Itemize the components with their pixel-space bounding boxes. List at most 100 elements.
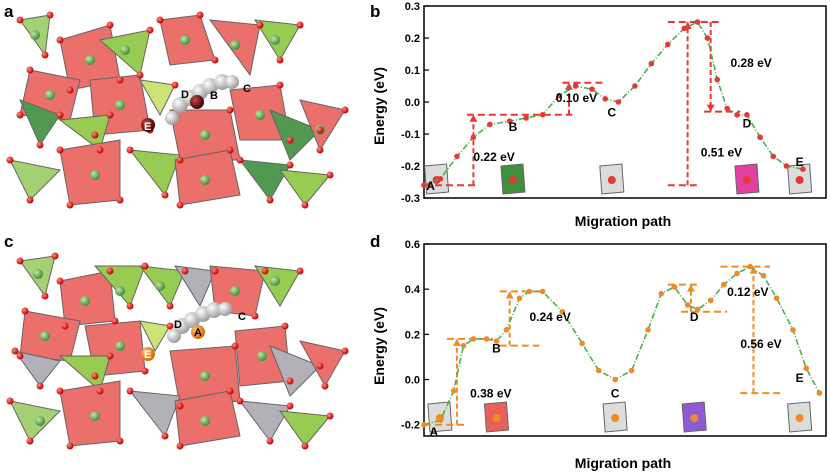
- site-label: B: [509, 120, 518, 134]
- data-point: [470, 134, 477, 140]
- data-point: [595, 367, 602, 374]
- data-point: [648, 60, 655, 67]
- data-point: [724, 105, 730, 112]
- data-point: [493, 338, 500, 344]
- data-point: [734, 112, 740, 118]
- panel-letter-d: d: [370, 232, 381, 251]
- site-label-d-a: D: [181, 89, 189, 101]
- data-point: [734, 270, 740, 277]
- site-label: A: [426, 179, 435, 193]
- data-point: [523, 115, 529, 121]
- y-tick-label: 0.2: [405, 329, 420, 341]
- site-label-c-c: C: [238, 311, 246, 323]
- data-point: [747, 263, 754, 270]
- site-ion-icon: [690, 414, 699, 422]
- site-label: C: [611, 387, 620, 401]
- y-tick-label: -0.2: [401, 161, 420, 173]
- data-point: [665, 41, 671, 48]
- data-point: [421, 421, 427, 428]
- arrow-head: [505, 291, 514, 299]
- site-ion-icon: [795, 176, 804, 184]
- y-tick-label: 0.1: [405, 65, 420, 77]
- panel-letter-c: c: [4, 232, 14, 251]
- arrow-head: [469, 114, 478, 122]
- data-point: [744, 112, 750, 118]
- x-axis-label: Migration path: [575, 455, 671, 471]
- panel-letter-b: b: [370, 2, 381, 21]
- site-label-e-a: E: [144, 121, 151, 133]
- data-point: [454, 153, 460, 160]
- site-ion-icon: [611, 414, 620, 422]
- data-point: [579, 340, 585, 347]
- data-point: [694, 19, 701, 25]
- data-point: [487, 121, 493, 128]
- site-label: D: [690, 310, 699, 324]
- data-point: [800, 166, 806, 172]
- data-point: [556, 92, 562, 99]
- barrier-annotation: 0.28 eV: [730, 56, 771, 70]
- data-point: [615, 99, 622, 105]
- energy-plot-b: Energy (eV) Migration path 0.3 0.2 0.1 0.0 -…: [371, 1, 827, 229]
- site-ion-icon: [508, 176, 517, 184]
- data-point: [437, 417, 444, 423]
- data-point: [506, 118, 513, 124]
- data-point: [470, 336, 477, 342]
- data-point: [714, 76, 721, 83]
- y-tick-label: -0.1: [401, 129, 420, 141]
- polyhedra-group: [9, 255, 346, 447]
- y-tick-label: -0.3: [401, 193, 420, 205]
- data-point: [704, 35, 711, 41]
- data-point: [707, 297, 714, 304]
- data-point: [816, 390, 823, 396]
- panel-letter-a: a: [4, 2, 14, 21]
- site-ion-icon: [607, 176, 616, 184]
- site-label: C: [607, 105, 616, 119]
- crystal-structure-c: D A C E: [6, 252, 349, 450]
- migration-path-spheres: [141, 302, 232, 361]
- data-point: [589, 86, 595, 92]
- site-label: D: [743, 117, 752, 131]
- data-point: [721, 281, 727, 288]
- data-point: [773, 295, 780, 302]
- data-point: [559, 308, 566, 315]
- arrow-head: [749, 266, 758, 274]
- oxygen-atoms: [6, 252, 349, 450]
- barrier-annotation: 0.22 eV: [473, 150, 514, 164]
- site-label-c-a: C: [243, 83, 251, 95]
- barrier-annotation: 0.10 eV: [556, 91, 597, 105]
- arrow-head: [452, 338, 461, 346]
- barrier-annotation: 0.38 eV: [470, 387, 511, 401]
- data-point: [483, 336, 490, 342]
- data-point: [757, 134, 763, 140]
- data-point: [539, 112, 546, 118]
- data-point: [694, 306, 701, 313]
- data-point: [628, 367, 635, 374]
- plot-frame: [423, 5, 827, 199]
- y-axis-label: Energy (eV): [371, 67, 387, 145]
- barrier-annotation: 0.24 eV: [529, 310, 570, 324]
- site-label: E: [796, 371, 804, 385]
- y-tick-label: -0.2: [401, 420, 420, 432]
- oxygen-atoms: [6, 11, 349, 209]
- x-axis-label: Migration path: [575, 213, 671, 229]
- data-point: [602, 96, 609, 102]
- data-point: [671, 284, 678, 290]
- y-tick-label: 0.6: [405, 239, 420, 251]
- y-tick-label: 0.3: [405, 1, 420, 13]
- arrow-head: [686, 284, 695, 292]
- data-point: [450, 388, 457, 394]
- data-point: [770, 153, 777, 160]
- metal-atoms: [33, 269, 280, 426]
- site-ion-icon: [742, 176, 751, 184]
- data-point: [803, 365, 810, 372]
- data-point: [421, 182, 427, 188]
- data-point: [572, 83, 579, 89]
- data-point: [632, 83, 638, 89]
- data-point: [783, 163, 790, 169]
- data-point: [658, 290, 665, 297]
- energy-plot-d: Energy (eV) Migration path 0.6 0.4 0.2 0.0 -…: [371, 239, 827, 471]
- barrier-annotation: 0.51 eV: [701, 145, 742, 159]
- data-point: [526, 288, 533, 295]
- data-point: [645, 327, 651, 333]
- migration-path-spheres: [141, 74, 239, 132]
